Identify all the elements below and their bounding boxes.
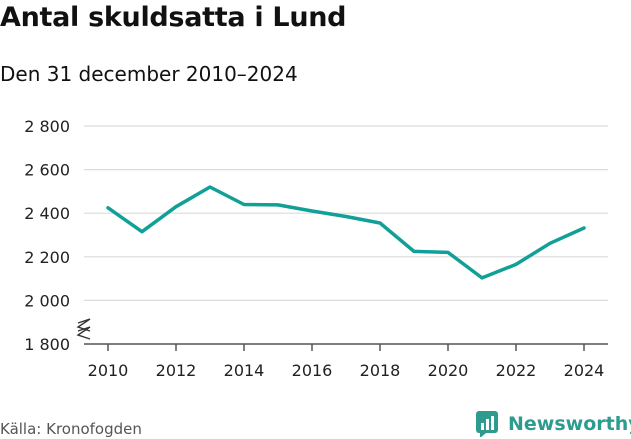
x-tick-label: 2018 — [360, 361, 401, 380]
brand-logo: Newsworthy — [476, 409, 631, 439]
y-tick-label: 1 800 — [24, 335, 70, 354]
axis-break-zigzag — [78, 327, 90, 339]
x-tick-label: 2016 — [292, 361, 333, 380]
bar-chart-logo-icon — [476, 411, 502, 437]
data-point — [175, 205, 178, 208]
data-point — [515, 263, 518, 266]
y-tick-label: 2 600 — [24, 161, 70, 180]
x-tick-label: 2012 — [156, 361, 197, 380]
y-tick-label: 2 000 — [24, 291, 70, 310]
data-point — [583, 227, 586, 230]
data-point — [447, 251, 450, 254]
y-axis-tick-labels: 1 800 2 000 2 200 2 400 2 600 2 800 — [24, 117, 70, 354]
data-point — [277, 203, 280, 206]
gridlines — [84, 126, 608, 344]
data-point — [141, 230, 144, 233]
data-point — [107, 206, 110, 209]
x-tick-label: 2022 — [496, 361, 537, 380]
source-note: Källa: Kronofogden — [0, 420, 142, 438]
x-axis-ticks: 2010 2012 2014 2016 2018 2020 2022 2024 — [88, 344, 605, 380]
y-tick-label: 2 400 — [24, 204, 70, 223]
data-point — [379, 222, 382, 225]
data-point — [549, 242, 552, 245]
series-line — [108, 187, 584, 278]
data-point — [209, 186, 212, 189]
y-tick-label: 2 800 — [24, 117, 70, 136]
x-tick-label: 2020 — [428, 361, 469, 380]
brand-name: Newsworthy — [508, 413, 631, 435]
y-tick-label: 2 200 — [24, 248, 70, 267]
data-point — [243, 203, 246, 206]
data-point — [413, 250, 416, 253]
x-tick-label: 2014 — [224, 361, 265, 380]
x-tick-label: 2010 — [88, 361, 129, 380]
data-point — [345, 215, 348, 218]
data-point — [311, 210, 314, 213]
series-lines — [107, 186, 586, 280]
y-axis-break-icon — [78, 319, 90, 339]
data-point — [481, 276, 484, 279]
x-tick-label: 2024 — [564, 361, 605, 380]
